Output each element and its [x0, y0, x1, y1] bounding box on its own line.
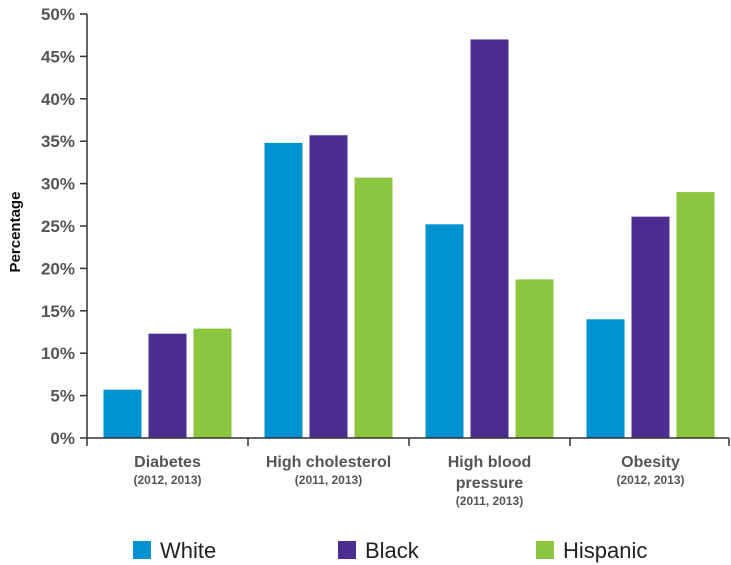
legend-label-hispanic: Hispanic	[563, 538, 647, 563]
category-years-label: (2011, 2013)	[295, 473, 362, 487]
bar-black-1	[309, 135, 348, 439]
y-tick-label: 40%	[41, 90, 75, 109]
x-axis: Diabetes (2012, 2013) High cholesterol (201…	[86, 437, 730, 508]
y-tick-label: 45%	[41, 47, 75, 66]
bar-hispanic-0	[193, 328, 232, 438]
y-tick-label: 30%	[41, 175, 75, 194]
legend-swatch-hispanic	[536, 541, 554, 559]
bar-white-3	[586, 319, 625, 438]
y-axis: 0% 5% 10% 15% 20% 25% 30% 35% 40% 45% 50%	[41, 5, 88, 448]
y-tick-label: 5%	[50, 387, 75, 406]
category-years-label: (2011, 2013)	[456, 494, 523, 508]
y-tick-label: 35%	[41, 132, 75, 151]
bar-black-2	[470, 39, 509, 438]
y-tick-label: 10%	[41, 344, 75, 363]
category-years-label: (2012, 2013)	[133, 473, 201, 487]
y-tick-label: 0%	[50, 429, 75, 448]
y-axis-label: Percentage	[7, 192, 24, 273]
y-tick-label: 20%	[41, 259, 75, 278]
legend: White Black Hispanic	[133, 538, 647, 563]
bar-hispanic-3	[676, 192, 715, 438]
category-label: High cholesterol	[266, 454, 391, 471]
category-label: pressure	[456, 475, 524, 492]
category-label: High blood	[448, 454, 532, 471]
bar-black-0	[148, 333, 187, 438]
bar-hispanic-2	[515, 279, 554, 438]
y-tick-label: 50%	[41, 5, 75, 24]
legend-label-black: Black	[365, 538, 420, 563]
bar-white-1	[264, 142, 303, 438]
bar-hispanic-1	[354, 177, 393, 438]
category-years-label: (2012, 2013)	[616, 473, 684, 487]
bar-white-2	[425, 224, 464, 438]
legend-swatch-black	[338, 541, 356, 559]
category-label: Obesity	[621, 454, 680, 471]
category-label: Diabetes	[134, 454, 201, 471]
legend-swatch-white	[133, 541, 151, 559]
y-tick-label: 25%	[41, 217, 75, 236]
bar-black-3	[631, 216, 670, 438]
y-tick-label: 15%	[41, 302, 75, 321]
bars	[103, 39, 715, 439]
bar-white-0	[103, 389, 142, 438]
legend-label-white: White	[160, 538, 216, 563]
